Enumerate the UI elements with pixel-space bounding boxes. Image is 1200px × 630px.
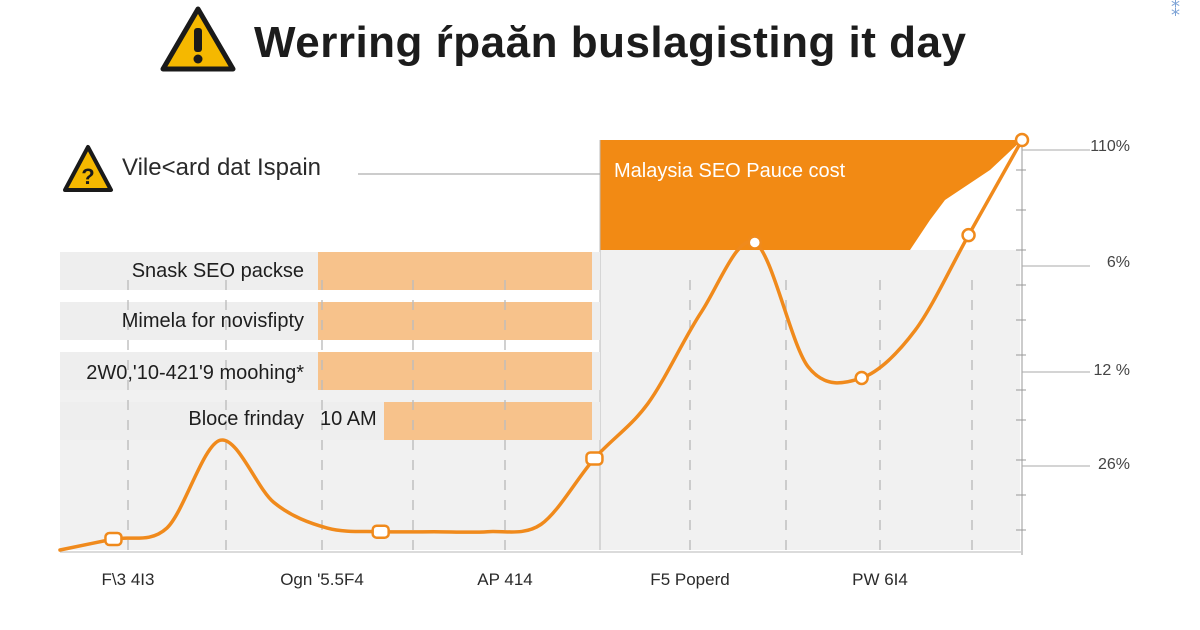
svg-text:?: ? (81, 164, 94, 189)
highlight-label: Malaysia SEO Pauce cost (614, 160, 846, 182)
y-tick-4: 26% (1097, 456, 1130, 473)
chart-title: Werring ŕpaăn buslagisting it day (254, 18, 967, 67)
x-tick-3: AP 414 (477, 570, 533, 589)
chart-subtitle: Vile<ard dat Ispain (122, 154, 322, 181)
row-value-4: 10 AM (320, 408, 377, 430)
data-point-7 (1014, 132, 1030, 148)
y-tick-3: 12 % (1093, 362, 1130, 379)
row-bar-1 (318, 252, 592, 290)
data-point-3 (585, 451, 604, 466)
y-tick-1: 110% (1090, 138, 1130, 155)
corner-mark-icon: ⁑ (1171, 0, 1180, 20)
series-line (58, 138, 1024, 552)
x-tick-2: Ogn '5.5F4 (280, 570, 364, 589)
area-fill-right (600, 250, 1020, 550)
data-point-4 (747, 235, 763, 250)
data-point-2 (371, 524, 390, 539)
row-label-3: 2W0,'10-421'9 moohing* (86, 362, 304, 384)
data-point-1 (104, 531, 123, 547)
highlight-block (600, 140, 1022, 250)
row-bar-4 (384, 402, 592, 440)
row-bar-2 (318, 302, 592, 340)
row-label-4: Bloce frinday (188, 408, 304, 430)
row-label-1: Snask SEO packse (131, 260, 304, 282)
chart-canvas (58, 132, 1090, 560)
warning-small-icon: ? (63, 145, 113, 192)
row-label-2: Mimela for novisfipty (121, 310, 304, 332)
x-tick-4: F5 Poperd (650, 570, 730, 589)
row-bar-3 (318, 352, 592, 390)
warning-icon (160, 6, 236, 72)
y-tick-2: 6% (1106, 254, 1130, 271)
data-point-5 (854, 370, 869, 386)
chart-area: ? Vile<ard dat Ispain Malaysia SEO Pauce… (0, 100, 1200, 630)
x-tick-1: F\3 4I3 (101, 570, 155, 589)
data-point-6 (961, 227, 976, 243)
x-tick-5: PW 6I4 (852, 570, 908, 589)
title-row: Werring ŕpaăn buslagisting it day ⁑ (0, 0, 1200, 100)
